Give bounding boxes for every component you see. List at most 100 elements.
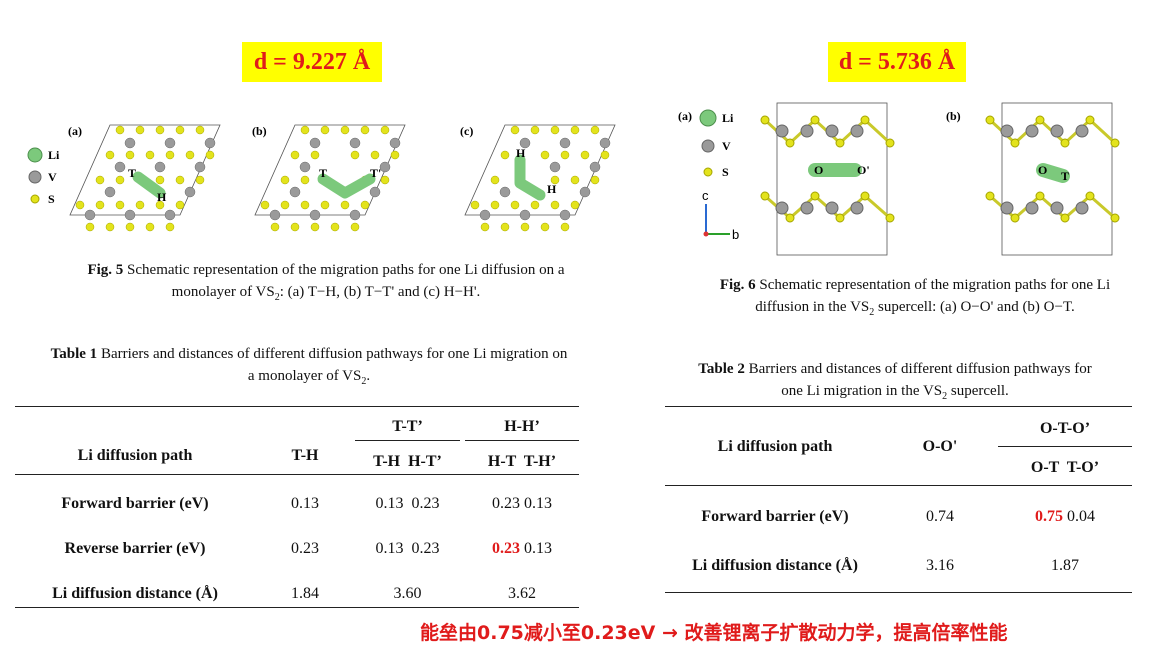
table1-th-header: T-H [291, 447, 319, 464]
table2-cell: 3.16 [926, 557, 954, 574]
site-label-b-start: O [1038, 163, 1047, 177]
fig5-structure-panels: (a) (b) (c) Li V S T H [27, 124, 616, 232]
fig6-caption-line2a: diffusion in the VS [755, 299, 870, 315]
legend-v: V [48, 170, 57, 184]
site-label-a-start: T [128, 166, 136, 180]
fig6-panel-b: O T [985, 102, 1120, 256]
li-atom-legend [27, 147, 43, 163]
table2-rule-bottom [665, 592, 1132, 593]
table1-cell: 0.23 [291, 540, 319, 557]
panel-a-lattice: T H [69, 124, 221, 232]
site-label-a-end: H [157, 190, 167, 204]
table1-cell: 0.13 [291, 495, 319, 512]
fig5-caption-line2a: monolayer of VS [171, 284, 275, 300]
table1-caption-label: Table 1 [50, 346, 98, 362]
site-label-b-end: T' [370, 166, 381, 180]
fig6-panel-a: O O' [760, 102, 895, 256]
distance-label-right: d = 5.736 Å [828, 42, 966, 82]
conclusion-note: 能垒由0.75减小至0.23eV → 改善锂离子扩散动力学，提高倍率性能 [420, 622, 1008, 644]
li-atom-legend [699, 109, 717, 127]
table1-rule-bottom [15, 607, 579, 608]
table1-caption-line1: Barriers and distances of different diff… [97, 346, 568, 362]
legend-s: S [48, 192, 55, 206]
v-atom-legend [28, 170, 42, 184]
table1-cell: 0.23 0.13 [465, 494, 579, 514]
table1-rule-header [15, 474, 579, 475]
legend-li: Li [722, 111, 734, 125]
table1-cell: 3.60 [393, 585, 422, 602]
table1-row-label: Li diffusion distance (Å) [52, 585, 218, 602]
site-label-a-start: O [814, 163, 823, 177]
table2-cell: 1.87 [1051, 557, 1079, 574]
legend-v: V [722, 139, 731, 153]
v-atom-legend [701, 139, 715, 153]
table2-cell: 0.75 0.04 [998, 507, 1132, 527]
table2-col-header: Li diffusion path [717, 438, 833, 455]
table2-oto-sub: O-T T-O’ [1030, 459, 1100, 476]
table1-hh-forward-b: 0.13 [520, 495, 552, 512]
table2-rule-top [665, 406, 1132, 407]
panel-c-lattice: H H [464, 124, 616, 232]
fig5-caption-line1: Schematic representation of the migratio… [123, 262, 565, 278]
table1-tt-group: T-T’ [392, 418, 423, 435]
fig5-caption-sub: 2 [274, 292, 280, 303]
table2-row-label: Li diffusion distance (Å) [692, 557, 858, 574]
fig6-panel-label-a: (a) [678, 109, 692, 123]
fig6-caption-line1: Schematic representation of the migratio… [755, 277, 1111, 293]
table2-caption: Table 2 Barriers and distances of differ… [660, 358, 1130, 408]
table1-row-label: Forward barrier (eV) [61, 495, 209, 512]
table1-hh-forward-a: 0.23 [492, 495, 520, 512]
fig5-caption-label: Fig. 5 [87, 262, 124, 278]
table1-hh-reverse-b: 0.13 [520, 540, 552, 557]
table1-hh-sub: H-T T-H’ [487, 453, 557, 470]
panel-b-lattice: T T' [254, 124, 406, 232]
table2-row-label: Forward barrier (eV) [701, 508, 849, 525]
fig5-caption: Fig. 5 Schematic representation of the m… [20, 259, 632, 309]
fig6-caption-line2b: supercell: (a) O−O' and (b) O−T. [874, 299, 1075, 315]
table1-rule-top [15, 406, 579, 407]
table2-rule-group [998, 446, 1132, 447]
table1-caption-sub: 2 [361, 376, 367, 387]
table1-cell: 0.13 0.23 [375, 495, 440, 512]
table2-cell: 0.74 [926, 508, 954, 525]
site-label-c-start: H [516, 146, 526, 160]
axes-indicator: c b [702, 188, 739, 242]
table1-row-label: Reverse barrier (eV) [64, 540, 206, 557]
table1-rule-hh-group [465, 440, 579, 441]
table1-hh-group: H-H’ [504, 418, 540, 435]
table1-cell: 0.23 0.13 [465, 539, 579, 559]
table1-caption-line2a: a monolayer of VS [247, 368, 362, 384]
distance-label-left: d = 9.227 Å [242, 42, 382, 82]
fig5-panel-label-c: (c) [460, 124, 473, 138]
fig5-panel-label-a: (a) [68, 124, 82, 138]
fig6-caption: Fig. 6 Schematic representation of the m… [680, 274, 1150, 324]
table1-highlight-value: 0.23 [492, 540, 520, 557]
table2-caption-line2b: supercell. [947, 383, 1009, 399]
table1-tt-sub: T-H H-T’ [373, 453, 442, 470]
table2-caption-line2a: one Li migration in the VS [781, 383, 943, 399]
table2-caption-label: Table 2 [698, 361, 745, 377]
fig6-caption-sub: 2 [869, 307, 875, 318]
table1-col-header: Li diffusion path [77, 447, 193, 464]
table1-caption: Table 1 Barriers and distances of differ… [8, 343, 610, 393]
site-label-b-start: T [319, 166, 327, 180]
table2-caption-line1: Barriers and distances of different diff… [744, 361, 1092, 377]
table1-cell: 0.13 0.23 [375, 540, 440, 557]
fig6-structure-panels: (a) (b) Li V S c b O O' O T [678, 102, 1120, 256]
fig5-panel-label-b: (b) [252, 124, 267, 138]
table1-caption-line2b: . [366, 368, 371, 384]
table1-rule-tt-group [355, 440, 460, 441]
fig6-panel-label-b: (b) [946, 109, 961, 123]
s-atom-legend [703, 167, 713, 177]
table1-cell: 3.62 [508, 585, 536, 602]
table2-rule-header [665, 485, 1132, 486]
table2-caption-sub: 2 [942, 391, 948, 402]
site-label-b-end: T [1061, 169, 1069, 183]
site-label-c-end: H [547, 182, 557, 196]
site-label-a-end: O' [857, 163, 870, 177]
table2-oto-group: O-T-O’ [1039, 420, 1091, 437]
table2-highlight-value: 0.75 [1035, 508, 1063, 525]
table2-oto-forward-b: 0.04 [1063, 508, 1095, 525]
fig6-caption-label: Fig. 6 [719, 277, 756, 293]
table1-cell: 1.84 [291, 585, 319, 602]
